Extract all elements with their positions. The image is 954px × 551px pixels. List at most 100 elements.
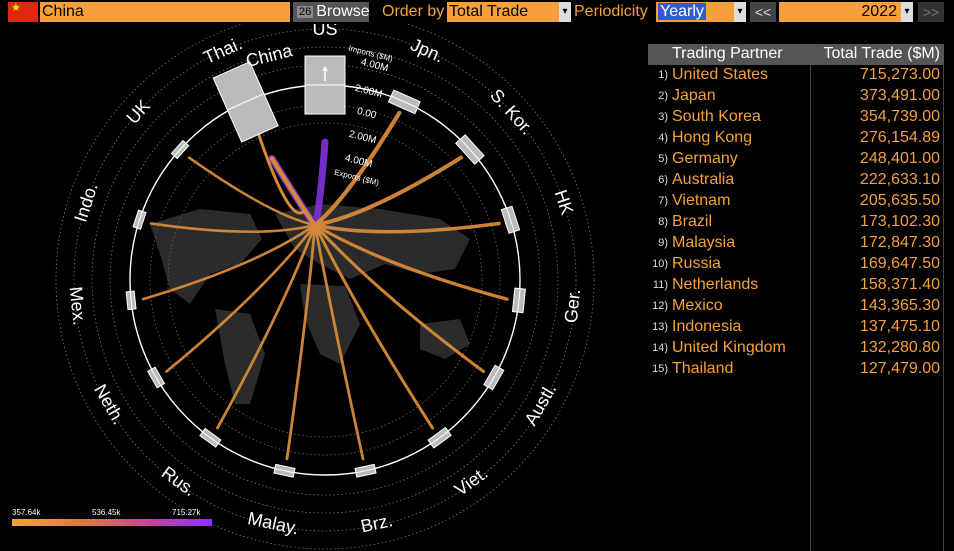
partner-box-malay[interactable] [273,463,296,478]
row-total-trade: 127,479.00 [859,360,940,377]
table-row[interactable]: 11) Netherlands 158,371.40 [648,275,944,296]
row-total-trade: 715,273.00 [859,66,940,83]
row-total-trade: 143,365.30 [859,297,940,314]
partner-box-viet[interactable] [427,426,452,449]
row-index: 14) [652,342,668,354]
scale-label: 2.00M [354,83,384,100]
table-row[interactable]: 7) Vietnam 205,635.50 [648,191,944,212]
row-index: 9) [658,237,668,249]
partner-box-brz[interactable] [354,463,377,478]
table-row[interactable]: 3) South Korea 354,739.00 [648,107,944,128]
partner-box-austl[interactable] [483,364,505,391]
table-row[interactable]: 9) Malaysia 172,847.30 [648,233,944,254]
legend-mid-label: 536.45k [92,508,121,517]
partner-box-hk[interactable] [500,205,521,234]
partner-box-rus[interactable] [199,427,222,448]
table-row[interactable]: 15) Thailand 127,479.00 [648,359,944,380]
scale-label: 2.00M [348,129,378,146]
legend-max-label: 715.27k [172,508,201,517]
row-total-trade: 172,847.30 [859,234,940,251]
table-row[interactable]: 10) Russia 169,647.50 [648,254,944,275]
header-trading-partner[interactable]: Trading Partner [672,45,783,62]
next-period-button[interactable]: >> [918,2,944,22]
row-total-trade: 205,635.50 [859,192,940,209]
row-index: 10) [652,258,668,270]
table-row[interactable]: 5) Germany 248,401.00 [648,149,944,170]
row-partner-name: Japan [672,87,716,104]
periodicity-value: Yearly [658,3,706,20]
partner-label: Ger. [561,288,584,324]
table-row[interactable]: 1) United States 715,273.00 [648,65,944,86]
partner-box-us[interactable] [304,55,346,115]
row-total-trade: 222,633.10 [859,171,940,188]
table-row[interactable]: 2) Japan 373,491.00 [648,86,944,107]
partner-box-jpn[interactable] [387,89,421,115]
table-row[interactable]: 6) Australia 222,633.10 [648,170,944,191]
row-total-trade: 173,102.30 [859,213,940,230]
order-by-dropdown-icon[interactable]: ▾ [559,2,571,22]
partner-label: S. Kor. [486,85,537,139]
partner-box-mex[interactable] [125,290,137,311]
partner-box-neth[interactable] [147,366,166,389]
row-partner-name: United States [672,66,769,83]
order-by-label: Order by [382,3,445,20]
trade-link-thai [252,118,307,215]
row-index: 13) [652,321,668,333]
year-dropdown-icon[interactable]: ▾ [901,2,913,22]
row-partner-name: Germany [672,150,738,167]
row-partner-name: Brazil [672,213,713,230]
partner-box-uk[interactable] [170,139,190,160]
row-total-trade: 158,371.40 [859,276,940,293]
previous-period-button[interactable]: << [750,2,776,22]
periodicity-dropdown-icon[interactable]: ▾ [734,2,746,22]
row-index: 11) [652,279,668,291]
china-box[interactable] [212,61,279,143]
partner-label: Malay. [246,508,301,538]
row-index: 4) [658,132,668,144]
table-row[interactable]: 14) United Kingdom 132,280.80 [648,338,944,359]
partner-label: Mex. [66,286,90,327]
partner-label: Jpn. [408,34,447,66]
row-partner-name: Russia [672,255,721,272]
year-select[interactable]: 2022 [779,2,901,22]
row-index: 15) [652,363,668,375]
legend-min-label: 357.64k [12,508,41,517]
table-row[interactable]: 4) Hong Kong 276,154.89 [648,128,944,149]
row-total-trade: 132,280.80 [859,339,940,356]
row-index: 1) [658,69,668,81]
row-index: 12) [652,300,668,312]
browse-button[interactable]: 26 Browse [293,2,370,22]
table-row[interactable]: 8) Brazil 173,102.30 [648,212,944,233]
row-partner-name: South Korea [672,108,761,125]
table-header: Trading Partner Total Trade ($M) [648,44,944,65]
row-partner-name: Malaysia [672,234,736,251]
row-partner-name: United Kingdom [672,339,786,356]
trade-link-uk [187,156,319,228]
scale-label: 4.00M [344,153,374,170]
partner-boxes [125,55,526,478]
color-legend: 357.64k 536.45k 715.27k [12,508,212,526]
country-field[interactable]: China [40,2,290,22]
periodicity-select[interactable]: Yearly [656,2,734,22]
row-index: 8) [658,216,668,228]
partner-box-ger[interactable] [511,287,526,314]
row-partner-name: Netherlands [672,276,759,293]
partner-box-skor[interactable] [455,134,485,165]
toolbar: ★ China 26 Browse Order by Total Trade ▾ … [0,0,954,24]
legend-gradient-bar [12,519,212,526]
row-total-trade: 137,475.10 [859,318,940,335]
header-total-trade[interactable]: Total Trade ($M) [823,45,940,62]
browse-shortcut-badge: 26 [297,6,314,18]
partner-box-indo[interactable] [132,209,147,230]
table-row[interactable]: 12) Mexico 143,365.30 [648,296,944,317]
row-partner-name: Thailand [672,360,734,377]
scale-label: 0.00 [356,106,378,121]
row-index: 7) [658,195,668,207]
table-row[interactable]: 13) Indonesia 137,475.10 [648,317,944,338]
row-partner-name: Indonesia [672,318,742,335]
row-index: 2) [658,90,668,102]
order-by-select[interactable]: Total Trade [447,2,559,22]
partner-label: Austl. [521,380,561,429]
scale-label: Exports ($M) [333,168,380,188]
partner-label: Indo. [70,180,101,224]
